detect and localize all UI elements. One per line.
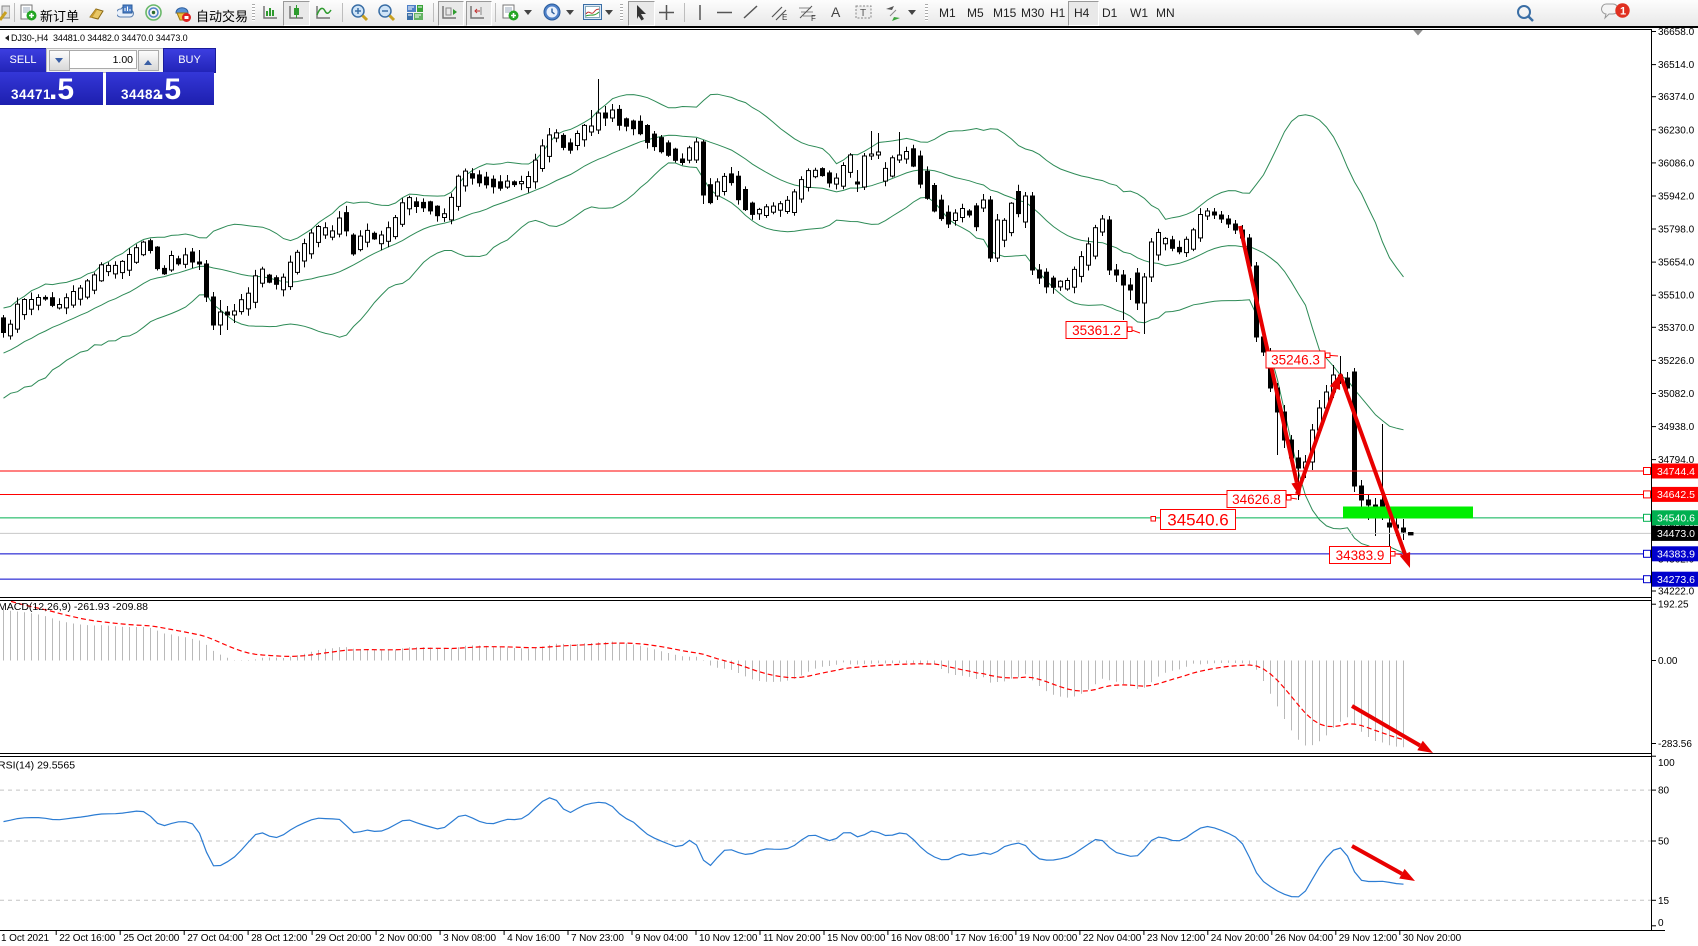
svg-text:34540.6: 34540.6	[1167, 511, 1228, 530]
svg-text:100: 100	[1658, 758, 1675, 769]
svg-text:0.00: 0.00	[1658, 656, 1678, 667]
svg-text:34642.5: 34642.5	[1657, 489, 1695, 501]
svg-text:30 Nov 20:00: 30 Nov 20:00	[1403, 933, 1462, 944]
svg-text:15: 15	[1658, 896, 1670, 907]
svg-text:35942.0: 35942.0	[1658, 192, 1695, 203]
svg-text:-283.56: -283.56	[1658, 739, 1692, 750]
svg-text:35082.0: 35082.0	[1658, 389, 1695, 400]
svg-text:35246.3: 35246.3	[1271, 352, 1320, 367]
svg-text:34383.9: 34383.9	[1336, 548, 1385, 563]
svg-text:4 Nov 16:00: 4 Nov 16:00	[507, 933, 560, 944]
svg-text:80: 80	[1658, 786, 1670, 797]
svg-text:MACD(12,26,9) -261.93 -209.88: MACD(12,26,9) -261.93 -209.88	[0, 601, 148, 613]
svg-text:36514.0: 36514.0	[1658, 60, 1695, 71]
svg-text:T: T	[860, 8, 866, 19]
svg-text:29 Nov 12:00: 29 Nov 12:00	[1339, 933, 1398, 944]
svg-text:10 Nov 12:00: 10 Nov 12:00	[699, 933, 758, 944]
svg-text:1 Oct 2021: 1 Oct 2021	[1, 933, 49, 944]
svg-text:16 Nov 08:00: 16 Nov 08:00	[891, 933, 950, 944]
svg-text:E: E	[782, 13, 787, 22]
svg-text:34626.8: 34626.8	[1232, 492, 1281, 507]
svg-text:19 Nov 00:00: 19 Nov 00:00	[1019, 933, 1078, 944]
svg-text:0: 0	[1658, 918, 1664, 929]
svg-text:26 Nov 04:00: 26 Nov 04:00	[1275, 933, 1334, 944]
svg-text:17 Nov 16:00: 17 Nov 16:00	[955, 933, 1014, 944]
svg-text:50: 50	[1658, 837, 1670, 848]
svg-text:34222.0: 34222.0	[1658, 587, 1695, 598]
svg-text:29 Oct 20:00: 29 Oct 20:00	[315, 933, 372, 944]
svg-text:3 Nov 08:00: 3 Nov 08:00	[443, 933, 496, 944]
svg-text:36658.0: 36658.0	[1658, 28, 1695, 38]
svg-text:22 Oct 16:00: 22 Oct 16:00	[59, 933, 116, 944]
svg-text:11 Nov 20:00: 11 Nov 20:00	[763, 933, 821, 944]
svg-text:28 Oct 12:00: 28 Oct 12:00	[251, 933, 308, 944]
svg-text:7 Nov 23:00: 7 Nov 23:00	[571, 933, 624, 944]
svg-text:35370.0: 35370.0	[1658, 323, 1695, 334]
svg-text:22 Nov 04:00: 22 Nov 04:00	[1083, 933, 1142, 944]
svg-text:34273.6: 34273.6	[1657, 574, 1695, 586]
svg-text:34794.0: 34794.0	[1658, 455, 1695, 466]
svg-text:192.25: 192.25	[1658, 600, 1689, 611]
svg-text:15 Nov 00:00: 15 Nov 00:00	[827, 933, 886, 944]
svg-text:27 Oct 04:00: 27 Oct 04:00	[187, 933, 244, 944]
svg-text:36086.0: 36086.0	[1658, 158, 1695, 169]
svg-text:23 Nov 12:00: 23 Nov 12:00	[1147, 933, 1206, 944]
svg-text:36374.0: 36374.0	[1658, 92, 1695, 103]
svg-text:34938.0: 34938.0	[1658, 422, 1695, 433]
svg-text:35798.0: 35798.0	[1658, 225, 1695, 236]
svg-text:34540.6: 34540.6	[1657, 513, 1695, 525]
svg-text:34744.4: 34744.4	[1657, 466, 1695, 478]
svg-text:35654.0: 35654.0	[1658, 258, 1695, 269]
svg-text:34473.0: 34473.0	[1657, 528, 1695, 540]
svg-text:35361.2: 35361.2	[1072, 323, 1121, 338]
svg-text:1: 1	[1620, 6, 1626, 18]
svg-text:2 Nov 00:00: 2 Nov 00:00	[379, 933, 432, 944]
svg-text:24 Nov 20:00: 24 Nov 20:00	[1211, 933, 1270, 944]
svg-text:35226.0: 35226.0	[1658, 356, 1695, 367]
svg-text:25 Oct 20:00: 25 Oct 20:00	[123, 933, 180, 944]
svg-text:9 Nov 04:00: 9 Nov 04:00	[635, 933, 688, 944]
svg-text:RSI(14) 29.5565: RSI(14) 29.5565	[0, 760, 75, 772]
svg-text:F: F	[811, 14, 816, 22]
svg-text:35510.0: 35510.0	[1658, 291, 1695, 302]
svg-text:36230.0: 36230.0	[1658, 125, 1695, 136]
svg-text:34383.9: 34383.9	[1657, 549, 1695, 561]
